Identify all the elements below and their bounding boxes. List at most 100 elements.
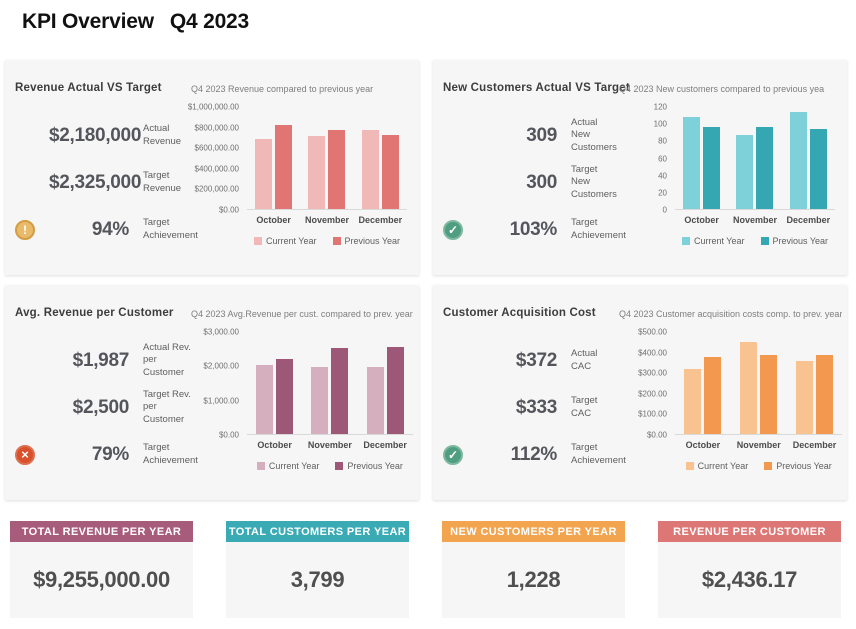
y-tick-label: $0.00 [218,430,239,440]
chart-plot-area: $500.00 $400.00 $300.00 $200.00 $100.00 $0.00… [619,328,843,471]
x-tick-label: November [304,215,349,225]
legend-swatch [335,462,344,470]
y-tick-label: $2,000.00 [203,361,239,371]
bar-current-year-december [361,129,379,209]
summary-cards: TOTAL REVENUE PER YEAR $9,255,000.00 TOT… [0,521,856,618]
legend-label: Previous Year [344,236,401,246]
y-tick-label: $1,000.00 [203,396,239,406]
kpi-row-actual-revenue: $2,180,000 Actual Revenue [15,112,191,159]
chart-legend: Current Year Previous Year [247,236,407,246]
x-axis: October November December [247,440,413,450]
x-tick-label: October [256,215,291,225]
legend-label: Previous Year [772,236,829,246]
legend-swatch [760,237,769,245]
bar-previous-year-december [809,129,827,209]
panel-revenue: Revenue Actual VS Target $2,180,000 Actu… [5,60,419,275]
y-tick-label: 40 [658,171,667,181]
kpi-row-target-rev-per-customer: $2,500 Target Rev. per Customer [15,384,191,431]
kpi-row-actual-rev-per-customer: $1,987 Actual Rev. per Customer [15,337,191,384]
kpi-value: 309 [526,124,557,146]
y-tick-label: 120 [653,102,667,112]
legend-swatch [681,237,690,245]
bar-group-december [354,107,407,209]
kpi-row-actual-new-customers: 309 Actual New Customers [443,112,619,159]
y-axis: $3,000.00 $2,000.00 $1,000.00 $0.00 [191,328,247,440]
y-tick-label: 0 [662,205,667,215]
panel-avg-revenue-kpis: Avg. Revenue per Customer $1,987 Actual … [15,307,198,500]
chart-plot-area: $1,000,000.00 $800,000.00 $600,000.00 $400,… [188,103,407,246]
y-tick-label: $800,000.00 [194,123,240,133]
bars-area [247,332,413,435]
kpi-panels-grid: Revenue Actual VS Target $2,180,000 Actu… [0,60,856,500]
kpi-label: Target Achievement [143,217,198,241]
kpi-label: Target Achievement [571,442,626,466]
panel-title: Customer Acquisition Cost [443,307,596,319]
chart-plot-area: 120 100 80 60 40 20 0 October November December … [619,103,835,246]
x-tick-label: November [736,440,781,450]
y-tick-label: 100 [653,119,667,129]
bar-previous-year-october [703,126,721,209]
y-tick-label: 20 [658,188,667,198]
kpi-value: 103% [509,218,558,240]
success-icon: ✓ [443,219,463,240]
bar-previous-year-november [331,347,349,434]
y-tick-label: $200.00 [638,389,667,399]
y-tick-label: $400,000.00 [194,164,240,174]
legend-swatch [256,462,265,470]
kpi-row-target-achievement: ! 94% Target Achievement [15,206,198,253]
x-axis: October November December [675,440,842,450]
legend-swatch [764,462,773,470]
kpi-value: 79% [91,443,129,465]
panel-avg-revenue-per-customer: Avg. Revenue per Customer $1,987 Actual … [5,285,419,500]
chart-title: Q4 2023 New customers compared to previo… [619,84,825,94]
y-tick-label: $600,000.00 [194,143,240,153]
bar-group-december [787,332,843,434]
revenue-chart: Q4 2023 Revenue compared to previous yea… [188,82,407,275]
legend-label: Previous Year [776,461,832,471]
bar-current-year-november [740,342,758,434]
kpi-row-target-achievement: ✓ 103% Target Achievement [443,206,626,253]
bar-previous-year-october [275,124,293,209]
x-tick-label: October [685,440,721,450]
bar-group-november [728,107,781,209]
error-icon: × [15,444,35,465]
card-title: NEW CUSTOMERS PER YEAR [442,521,625,542]
kpi-value: $372 [515,349,557,371]
bar-group-december [358,332,413,434]
card-revenue-per-customer: REVENUE PER CUSTOMER $2,436.17 [658,521,841,618]
bar-group-december [782,107,835,209]
bar-current-year-november [311,367,329,434]
x-tick-label: December [358,215,403,225]
y-axis: $1,000,000.00 $800,000.00 $600,000.00 $400,… [188,103,247,215]
x-tick-label: November [307,440,352,450]
page-title-main: KPI Overview [22,10,154,33]
kpi-label: Actual Rev. per Customer [143,341,191,378]
kpi-value: 94% [91,218,129,240]
card-value: $2,436.17 [658,542,841,618]
legend-item: Current Year [681,236,745,246]
card-value: $9,255,000.00 [10,542,193,618]
y-tick-label: 60 [658,154,667,163]
bar-current-year-october [256,364,274,434]
new-customers-chart: Q4 2023 New customers compared to previo… [619,82,835,275]
x-tick-label: December [792,440,837,450]
page-title-period: Q4 2023 [169,10,250,33]
card-total-revenue-per-year: TOTAL REVENUE PER YEAR $9,255,000.00 [10,521,193,618]
legend-label: Current Year [265,236,317,246]
kpi-value: 300 [526,171,557,193]
panel-title: Revenue Actual VS Target [15,82,162,94]
y-tick-label: 80 [658,136,667,146]
cac-chart: Q4 2023 Customer acquisition costs comp.… [619,307,843,500]
legend-item: Current Year [685,461,749,471]
kpi-row-target-revenue: $2,325,000 Target Revenue [15,159,191,206]
bar-current-year-november [736,135,754,209]
card-title: REVENUE PER CUSTOMER [658,521,841,542]
kpi-label: Target New Customers [571,163,617,200]
legend-swatch [685,462,694,470]
chart-plot-area: $3,000.00 $2,000.00 $1,000.00 $0.00 October… [191,328,413,471]
legend-item: Previous Year [332,236,401,246]
legend-label: Current Year [697,461,749,471]
bar-previous-year-december [386,346,404,434]
kpi-label: Actual Revenue [143,123,182,147]
y-axis: $500.00 $400.00 $300.00 $200.00 $100.00 $0.00 [619,328,675,440]
